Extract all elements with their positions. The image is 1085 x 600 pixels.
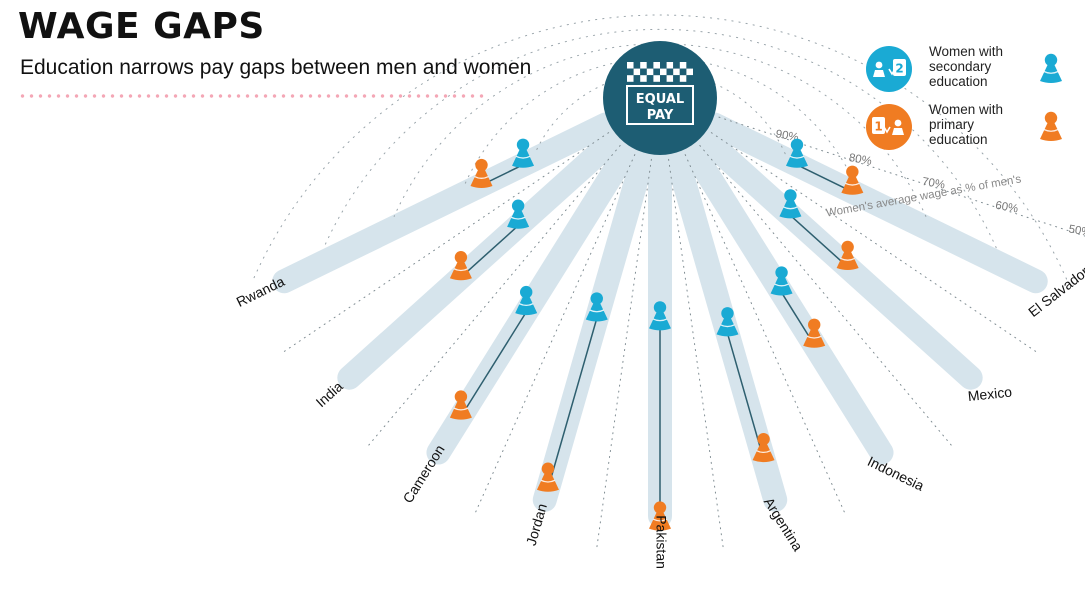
legend-label-secondary: Women with secondary education	[929, 44, 1004, 89]
woman-secondary-icon	[1039, 53, 1063, 84]
flag-square	[673, 68, 680, 76]
grid-arc-50	[252, 14, 1068, 280]
flag-square	[640, 75, 647, 82]
tick-label-50: 50%	[1068, 223, 1085, 239]
legend-secondary: 2 Women with secondary education	[866, 44, 1076, 94]
flag-square	[633, 68, 641, 76]
flag-square	[627, 68, 634, 76]
flag-square	[673, 62, 680, 69]
country-label-pakistan: Pakistan	[653, 515, 669, 569]
page-title: WAGE GAPS	[18, 6, 265, 47]
flag-square	[627, 62, 634, 69]
connector-el-salvador	[796, 164, 853, 193]
flag-square	[666, 75, 674, 82]
flag-square	[660, 68, 667, 76]
flag-square	[666, 68, 674, 76]
flag-square	[640, 68, 647, 76]
tick-label-70: 70%	[921, 176, 946, 192]
grid-arc-60	[323, 28, 997, 249]
country-label-mexico: Mexico	[967, 384, 1013, 405]
flag-square	[640, 62, 647, 69]
connector-jordan	[547, 318, 598, 489]
flag-square	[646, 75, 654, 82]
flag-square	[653, 68, 660, 76]
flag-square	[633, 62, 641, 69]
connector-cameroon	[460, 311, 527, 418]
beam-el-salvador	[701, 112, 1048, 294]
dotted-divider	[18, 94, 488, 98]
flag-square	[660, 62, 667, 69]
country-label-indonesia: Indonesia	[865, 453, 927, 494]
legend-primary: 1 Women with primary education	[866, 102, 1076, 152]
page-subtitle: Education narrows pay gaps between men a…	[20, 56, 532, 79]
flag-square	[686, 68, 693, 76]
checkered-flag-icon	[627, 62, 693, 82]
country-label-jordan: Jordan	[523, 502, 550, 548]
flag-square	[633, 75, 641, 82]
tick-label-60: 60%	[994, 200, 1019, 216]
flag-square	[646, 62, 654, 69]
beam-rwanda	[272, 112, 619, 294]
primary-education-icon: 1	[866, 104, 912, 150]
flag-square	[679, 68, 687, 76]
badge-line1: EQUAL	[636, 92, 684, 107]
flag-square	[666, 62, 674, 69]
flag-square	[679, 75, 687, 82]
secondary-badge-text: 2	[895, 62, 903, 76]
connector-mexico	[789, 214, 849, 268]
flag-square	[653, 75, 660, 82]
flag-square	[686, 75, 693, 82]
flag-square	[660, 75, 667, 82]
flag-square	[673, 75, 680, 82]
legend-label-primary: Women with primary education	[929, 102, 1004, 147]
country-label-cameroon: Cameroon	[399, 442, 447, 506]
flag-square	[679, 62, 687, 69]
equal-pay-badge: EQUAL PAY	[603, 41, 717, 155]
connector-india	[460, 225, 519, 278]
flag-square	[653, 62, 660, 69]
flag-square	[627, 75, 634, 82]
tick-label-80: 80%	[848, 152, 873, 168]
primary-badge-text: 1	[874, 120, 882, 134]
secondary-education-icon: 2	[866, 46, 912, 92]
flag-square	[686, 62, 693, 69]
woman-primary-icon	[1039, 111, 1063, 142]
flag-square	[646, 68, 654, 76]
badge-line2: PAY	[647, 108, 674, 123]
